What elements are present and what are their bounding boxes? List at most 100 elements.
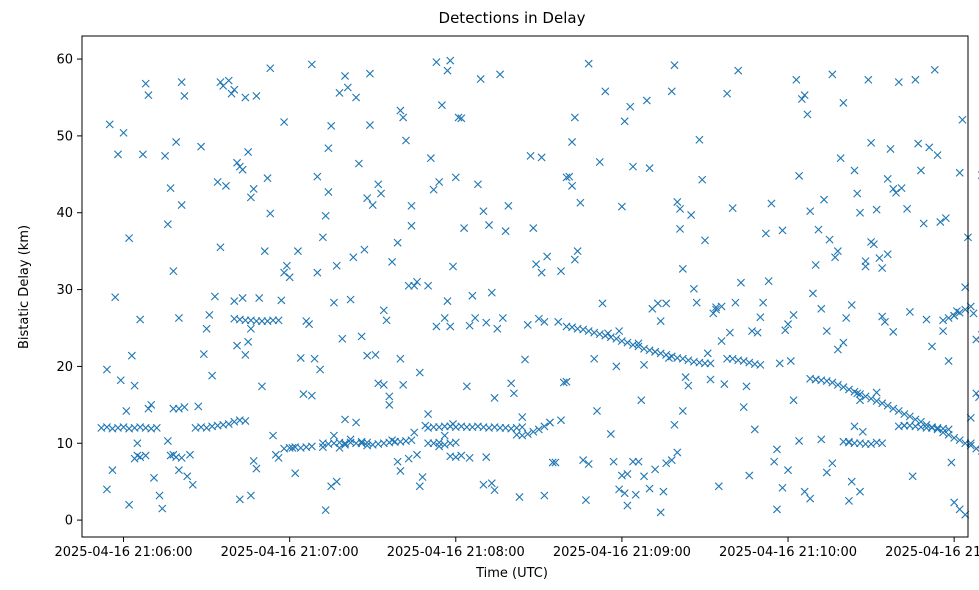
data-point: [872, 388, 881, 397]
data-point: [509, 389, 518, 398]
data-point: [545, 418, 554, 427]
data-point: [241, 93, 250, 102]
data-point: [424, 281, 433, 290]
data-point: [820, 195, 829, 204]
data-point: [307, 442, 316, 451]
data-point: [252, 91, 261, 100]
x-tick-label: 2025-04-16 21:11:00: [885, 545, 979, 560]
data-point: [161, 151, 170, 160]
data-point: [676, 224, 685, 233]
data-point: [440, 314, 449, 322]
data-point: [490, 486, 499, 495]
data-point: [532, 260, 541, 269]
data-point: [102, 365, 111, 374]
data-point: [692, 298, 701, 307]
data-point: [341, 415, 350, 424]
data-point: [329, 298, 338, 307]
data-point: [365, 121, 374, 130]
y-tick-label: 20: [56, 360, 73, 375]
data-point: [244, 148, 253, 157]
data-point: [471, 314, 480, 322]
data-point: [955, 436, 964, 445]
data-point: [833, 247, 842, 256]
data-point: [817, 435, 826, 444]
x-tick-label: 2025-04-16 21:08:00: [387, 545, 525, 560]
data-point: [343, 83, 352, 92]
data-point: [789, 310, 798, 319]
data-point: [280, 118, 289, 127]
data-point: [501, 227, 510, 236]
data-point: [346, 435, 355, 444]
data-point: [723, 89, 732, 98]
data-point: [651, 465, 660, 474]
data-point: [349, 253, 358, 262]
data-point: [856, 396, 865, 405]
data-point: [327, 482, 336, 491]
data-point: [637, 396, 646, 405]
data-point: [432, 322, 441, 331]
data-point: [269, 431, 278, 440]
data-point: [562, 173, 571, 182]
data-point: [354, 159, 363, 168]
data-point: [316, 365, 325, 374]
data-point: [457, 114, 466, 123]
data-point: [806, 207, 815, 216]
data-point: [266, 64, 275, 73]
data-point: [119, 128, 128, 137]
data-point: [775, 359, 784, 368]
data-point: [814, 225, 823, 234]
data-point: [673, 448, 682, 457]
data-point: [939, 327, 948, 336]
data-point: [667, 456, 676, 465]
data-point: [778, 226, 787, 235]
data-point: [800, 487, 809, 496]
data-point: [673, 197, 682, 206]
data-point: [950, 311, 959, 320]
data-point: [385, 392, 394, 401]
data-point: [233, 158, 242, 167]
y-tick-label: 40: [56, 206, 73, 221]
data-point: [451, 438, 460, 447]
x-axis-ticks: 2025-04-16 21:06:00 2025-04-16 21:07:00 20…: [54, 537, 979, 560]
data-point: [844, 385, 853, 394]
data-point: [490, 393, 499, 402]
data-point: [867, 138, 876, 147]
data-point: [770, 457, 779, 466]
data-point: [941, 214, 950, 223]
y-axis-label: Bistatic Delay (km): [17, 225, 32, 349]
data-point: [233, 341, 242, 350]
data-point: [163, 436, 172, 445]
data-point: [487, 479, 496, 488]
data-point: [136, 315, 145, 324]
data-point: [357, 332, 366, 341]
data-point: [955, 308, 964, 317]
data-point: [407, 221, 416, 230]
data-point: [944, 314, 953, 322]
data-point: [687, 211, 696, 220]
data-point: [894, 406, 903, 415]
data-point: [435, 178, 444, 186]
data-point: [341, 71, 350, 80]
data-point: [540, 491, 549, 500]
y-tick-label: 0: [65, 514, 73, 529]
data-point: [388, 257, 397, 266]
data-point: [609, 457, 618, 466]
data-point: [515, 493, 524, 502]
data-point: [839, 98, 848, 107]
data-point: [280, 268, 289, 277]
data-point: [753, 328, 762, 337]
data-point: [756, 360, 765, 369]
data-point: [318, 233, 327, 242]
data-point: [725, 328, 734, 337]
data-point: [662, 299, 671, 308]
data-point: [147, 400, 156, 409]
data-point: [401, 136, 410, 145]
data-point: [293, 247, 302, 256]
data-point: [584, 327, 593, 336]
data-point: [919, 219, 928, 228]
data-point: [249, 184, 258, 193]
data-point: [197, 142, 206, 151]
data-point: [714, 482, 723, 491]
data-point: [615, 485, 624, 494]
data-point: [177, 78, 186, 87]
